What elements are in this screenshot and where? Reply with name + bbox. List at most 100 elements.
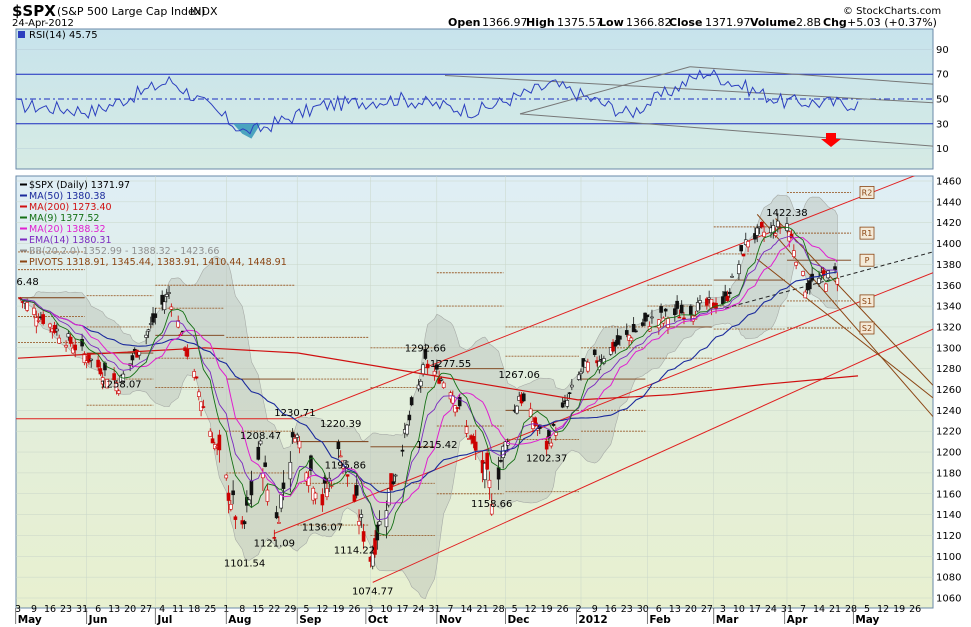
- price-label: 1277.55: [430, 359, 471, 370]
- price-label: 1230.71: [274, 408, 315, 419]
- x-day-label: 27: [701, 604, 713, 615]
- x-day-label: 11: [172, 604, 184, 615]
- candle-body: [274, 512, 279, 519]
- pivot-tag-label: S1: [862, 297, 872, 306]
- rsi-label: RSI(14) 45.75: [29, 30, 98, 41]
- legend-entry: MA(50) 1380.38: [29, 191, 106, 202]
- x-day-label: 7: [448, 604, 454, 615]
- candle-body: [759, 221, 764, 228]
- down-channel-middle: [775, 218, 933, 386]
- price-label: 1258.07: [100, 380, 141, 391]
- low-value: 1366.82: [626, 16, 672, 29]
- candle-body: [771, 225, 776, 234]
- candle-body: [407, 414, 412, 421]
- candle-body: [755, 227, 760, 236]
- candle-body: [579, 371, 583, 374]
- y-tick-label: 1300: [936, 343, 961, 354]
- x-day-label: 17: [396, 604, 408, 615]
- candle-body: [160, 294, 164, 305]
- price-label: 1220.39: [320, 419, 361, 430]
- x-month-label: Jun: [88, 614, 108, 626]
- candle-body: [666, 318, 670, 328]
- candle-body: [290, 432, 295, 438]
- candle-body: [659, 306, 663, 313]
- x-month-label: Nov: [439, 614, 462, 626]
- pivot-tag-label: S2: [862, 324, 872, 333]
- rsi-tick-label: 30: [936, 119, 949, 130]
- x-day-label: 12: [316, 604, 328, 615]
- y-tick-label: 1420: [936, 218, 961, 229]
- x-month-label: Sep: [299, 614, 322, 626]
- rsi-line: [17, 69, 859, 135]
- x-month-label: Dec: [507, 614, 529, 626]
- candle-body: [55, 328, 59, 332]
- candle-body: [293, 438, 297, 443]
- candle-body: [66, 333, 71, 338]
- quote-summary: Open 1366.97 High 1375.57 Low 1366.82 Cl…: [448, 16, 937, 29]
- exchange: INDX: [190, 5, 218, 18]
- candle-body: [803, 291, 808, 299]
- candle-body: [833, 266, 837, 270]
- candle-body: [611, 342, 615, 352]
- candle-body: [354, 485, 359, 496]
- x-day-label: 3: [15, 604, 21, 615]
- x-day-label: 26: [557, 604, 569, 615]
- x-day-label: 19: [541, 604, 553, 615]
- pivot-tag: [859, 186, 875, 199]
- candle-body: [586, 361, 590, 372]
- candle-body: [725, 295, 730, 302]
- candle-body: [496, 467, 501, 480]
- candle-body: [233, 516, 238, 520]
- candle-body: [279, 494, 283, 509]
- candle-body: [281, 482, 286, 489]
- candle-body: [359, 514, 364, 518]
- x-day-label: 13: [108, 604, 120, 615]
- x-day-label: 26: [909, 604, 921, 615]
- candle-body: [695, 302, 700, 312]
- candle-body: [87, 353, 91, 363]
- x-month-label: Mar: [716, 614, 740, 626]
- x-day-label: 31: [781, 604, 793, 615]
- candle-body: [624, 330, 629, 335]
- candle-body: [114, 382, 119, 392]
- candle-body: [231, 490, 235, 496]
- x-day-label: 8: [239, 604, 245, 615]
- candle-body: [199, 401, 203, 411]
- candle-body: [705, 298, 709, 306]
- candle-body: [567, 392, 572, 395]
- candle-body: [304, 472, 309, 482]
- chg-value: +5.03 (+0.37%): [847, 16, 937, 29]
- candle-body: [320, 494, 325, 506]
- candle-body: [432, 370, 437, 376]
- trend-channels: [16, 176, 933, 583]
- candle-body: [473, 441, 478, 451]
- pivot-tag: [859, 321, 875, 335]
- x-day-label: 21: [829, 604, 841, 615]
- candle-body: [741, 253, 746, 257]
- y-tick-label: 1260: [936, 385, 961, 396]
- y-tick-label: 1100: [936, 552, 961, 563]
- pivot-levels: [18, 192, 852, 536]
- candle-body: [325, 488, 329, 498]
- price-axis-ticks: 1060 1080 1100 1120 1140 1160 1180 1200 1220 1240…: [936, 177, 961, 605]
- candle-body: [336, 442, 341, 450]
- candle-body: [151, 313, 155, 323]
- x-month-label: Aug: [228, 614, 251, 626]
- candle-body: [48, 323, 52, 328]
- x-day-label: 3: [367, 604, 373, 615]
- pivot-tag-label: R2: [862, 188, 873, 197]
- candle-body: [98, 368, 103, 375]
- high-value: 1375.57: [557, 16, 603, 29]
- x-day-label: 10: [733, 604, 745, 615]
- candle-body: [201, 406, 206, 408]
- candle-body: [146, 329, 151, 332]
- candle-body: [393, 474, 398, 477]
- candle-body: [485, 452, 489, 470]
- price-label: 1114.22: [334, 545, 375, 556]
- legend-entry: MA(9) 1377.52: [29, 213, 99, 224]
- symbol-name: (S&P 500 Large Cap Index): [57, 5, 205, 18]
- candle-body: [826, 270, 830, 279]
- rsi-trendline: [444, 74, 933, 104]
- candle-body: [640, 322, 645, 326]
